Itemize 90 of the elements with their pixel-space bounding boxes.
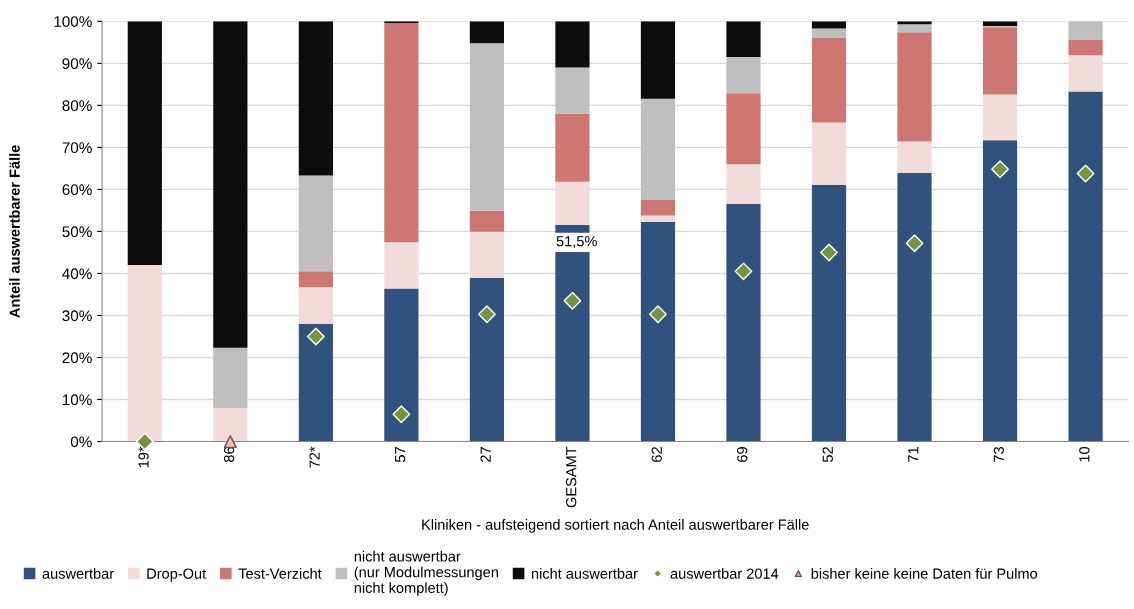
bar bbox=[213, 407, 248, 442]
y-tick-label: 70% bbox=[62, 142, 92, 154]
point bbox=[734, 262, 753, 281]
bar bbox=[640, 199, 676, 216]
x-tick-label: 69 bbox=[737, 447, 748, 462]
y-axis-title: Anteil auswertbarer Fälle bbox=[9, 145, 20, 318]
bar bbox=[298, 287, 333, 324]
bar bbox=[555, 181, 590, 226]
bar bbox=[1068, 39, 1103, 56]
bar bbox=[897, 24, 932, 33]
bar bbox=[298, 323, 333, 442]
legend-label: Drop-Out bbox=[147, 568, 207, 582]
bar bbox=[555, 113, 590, 182]
bar bbox=[1068, 91, 1103, 442]
point bbox=[223, 435, 237, 449]
point bbox=[905, 234, 924, 253]
x-tick-label: 72* bbox=[309, 446, 320, 468]
y-tick-label: 20% bbox=[62, 352, 92, 364]
bar bbox=[897, 141, 932, 174]
bar bbox=[213, 347, 248, 408]
bar bbox=[640, 215, 676, 222]
bar bbox=[298, 21, 333, 176]
bar bbox=[811, 38, 847, 123]
x-tick-label: 19* bbox=[138, 446, 149, 468]
y-tick-label: 100% bbox=[54, 16, 92, 27]
bar bbox=[127, 21, 162, 266]
bar bbox=[640, 21, 676, 99]
point bbox=[1076, 164, 1095, 183]
bar bbox=[982, 94, 1018, 141]
bar bbox=[1068, 21, 1103, 40]
bar bbox=[640, 221, 676, 442]
bar bbox=[726, 93, 761, 165]
x-tick-label: 62 bbox=[651, 447, 662, 462]
point bbox=[477, 305, 496, 324]
point bbox=[991, 160, 1009, 179]
y-tick-label: 80% bbox=[62, 100, 92, 112]
point bbox=[649, 305, 667, 324]
bar bbox=[555, 21, 590, 68]
point bbox=[563, 291, 582, 310]
bar bbox=[811, 28, 847, 39]
bar bbox=[726, 204, 761, 442]
bar bbox=[1068, 55, 1103, 92]
bar bbox=[469, 21, 505, 44]
x-tick-label: 73 bbox=[993, 447, 1004, 462]
bar bbox=[384, 288, 419, 442]
x-tick-label: 71 bbox=[908, 447, 919, 462]
legend-label: auswertbar 2014 bbox=[670, 568, 779, 579]
y-tick-label: 0% bbox=[70, 436, 92, 448]
x-tick-label: 27 bbox=[480, 447, 491, 462]
bar bbox=[469, 43, 505, 211]
bar bbox=[469, 231, 505, 278]
bar bbox=[897, 32, 932, 142]
bar bbox=[213, 21, 248, 348]
legend-label: nicht auswertbar (nur Modulmessungen nicht komplett) bbox=[354, 550, 498, 596]
point bbox=[392, 405, 411, 424]
bar bbox=[640, 98, 676, 200]
y-tick-label: 40% bbox=[62, 268, 92, 280]
y-tick-label: 60% bbox=[62, 184, 92, 196]
point bbox=[306, 327, 325, 346]
bar bbox=[726, 21, 761, 58]
bar bbox=[469, 210, 505, 232]
bar bbox=[298, 175, 333, 272]
bar bbox=[726, 57, 761, 94]
bar bbox=[127, 265, 162, 442]
y-tick-label: 90% bbox=[62, 58, 92, 70]
legend-label: auswertbar bbox=[42, 568, 114, 579]
y-tick-label: 10% bbox=[62, 394, 92, 406]
legend-label: nicht auswertbar bbox=[531, 568, 638, 579]
x-tick-label: 52 bbox=[822, 447, 833, 463]
x-tick-label: 10 bbox=[1079, 446, 1090, 462]
bar bbox=[298, 271, 333, 288]
legend-label: bisher keine keine Daten für Pulmo bbox=[811, 568, 1038, 579]
x-tick-label: 57 bbox=[395, 447, 406, 463]
data-label: 51,5% bbox=[556, 236, 597, 249]
bar bbox=[469, 277, 505, 442]
bar bbox=[811, 184, 847, 442]
y-tick-label: 30% bbox=[62, 310, 92, 322]
bar bbox=[811, 122, 847, 185]
bar bbox=[384, 242, 419, 289]
bar bbox=[982, 27, 1018, 95]
bar bbox=[555, 67, 590, 114]
legend-label: Test-Verzicht bbox=[238, 568, 322, 579]
bar bbox=[982, 140, 1018, 442]
x-axis-title: Kliniken - aufsteigend sortiert nach Anteil auswertbarer Fälle bbox=[422, 519, 809, 533]
point bbox=[820, 243, 838, 262]
bar bbox=[897, 173, 932, 442]
y-tick-label: 50% bbox=[62, 226, 92, 238]
bar bbox=[384, 23, 419, 243]
x-tick-label: GESAMT bbox=[566, 446, 577, 508]
bar bbox=[726, 164, 761, 205]
